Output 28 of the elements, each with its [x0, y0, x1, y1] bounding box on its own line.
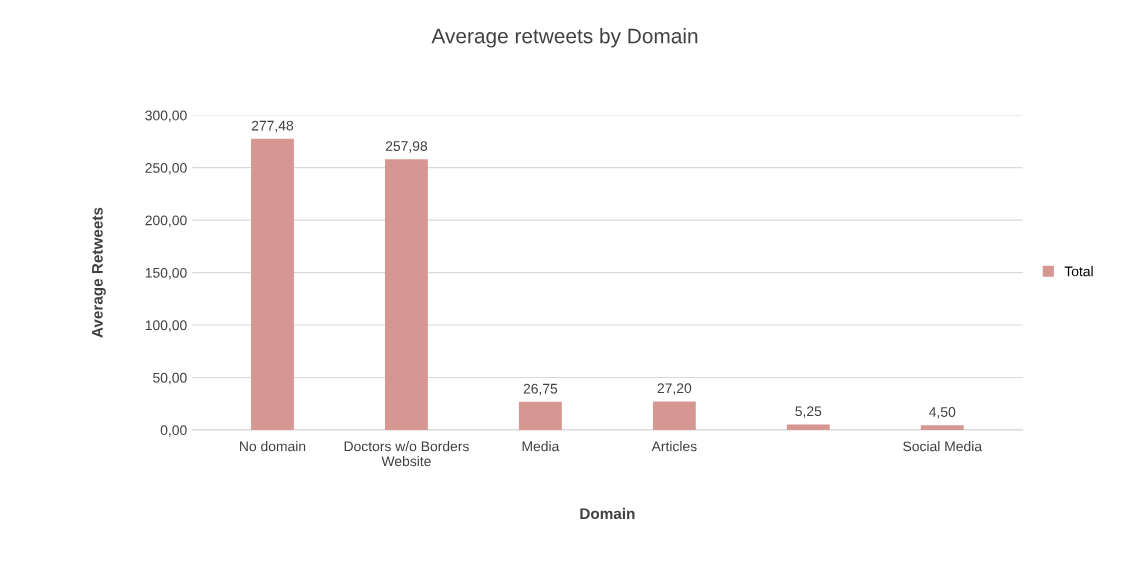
- legend-label: Total: [1064, 266, 1093, 277]
- data-label: 4,50: [929, 407, 956, 419]
- y-tick-label: 250,00: [145, 163, 187, 175]
- y-tick-label: 0,00: [160, 425, 187, 437]
- y-tick-label: 100,00: [145, 320, 187, 332]
- data-label: 27,20: [657, 383, 692, 395]
- bar: [920, 425, 964, 430]
- x-tick-label: Social Media: [903, 441, 983, 452]
- data-label: 5,25: [795, 406, 822, 418]
- y-tick-label: 50,00: [153, 372, 187, 385]
- bar: [518, 401, 562, 430]
- bar: [251, 138, 294, 430]
- x-tick-label: No domain: [240, 441, 306, 452]
- bar: [786, 424, 830, 430]
- bar: [652, 401, 696, 430]
- y-tick-label: 150,00: [145, 267, 187, 280]
- y-tick-label: 200,00: [145, 215, 187, 227]
- x-tick-label: Media: [522, 441, 560, 452]
- y-axis-title: Average Retweets: [92, 207, 106, 338]
- chart-title: Average retweets by Domain: [431, 28, 698, 48]
- x-axis-title: Domain: [580, 507, 635, 520]
- data-label: 277,48: [251, 120, 294, 133]
- bar: [385, 159, 428, 430]
- x-tick-label: Articles: [651, 441, 697, 452]
- data-label: 257,98: [385, 141, 428, 153]
- x-tick-label: Doctors w/o Borders Website: [344, 441, 469, 467]
- data-label: 26,75: [523, 383, 558, 396]
- y-tick-label: 300,00: [145, 110, 187, 123]
